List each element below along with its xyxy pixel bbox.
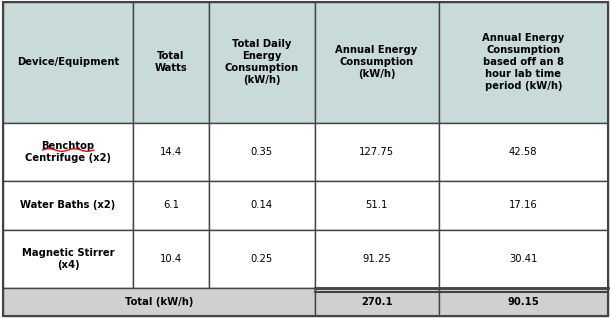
Bar bbox=[3, 123, 133, 181]
Text: Annual Energy
Consumption
(kW/h): Annual Energy Consumption (kW/h) bbox=[335, 45, 418, 79]
Text: 51.1: 51.1 bbox=[365, 200, 388, 211]
Text: Total (kW/h): Total (kW/h) bbox=[125, 297, 193, 307]
Text: 10.4: 10.4 bbox=[160, 254, 182, 264]
Text: Device/Equipment: Device/Equipment bbox=[17, 57, 119, 67]
Bar bbox=[3, 230, 133, 288]
Bar bbox=[209, 2, 315, 123]
Text: Total
Watts: Total Watts bbox=[155, 51, 188, 73]
Bar bbox=[209, 181, 315, 230]
Bar bbox=[315, 123, 439, 181]
Bar bbox=[133, 230, 209, 288]
Bar bbox=[209, 230, 315, 288]
Text: Annual Energy
Consumption
based off an 8
hour lab time
period (kW/h): Annual Energy Consumption based off an 8… bbox=[482, 33, 565, 91]
Text: 30.41: 30.41 bbox=[509, 254, 538, 264]
Text: Total Daily
Energy
Consumption
(kW/h): Total Daily Energy Consumption (kW/h) bbox=[225, 39, 299, 85]
Bar bbox=[439, 181, 608, 230]
Bar bbox=[209, 123, 315, 181]
Text: Magnetic Stirrer
(x4): Magnetic Stirrer (x4) bbox=[22, 248, 114, 270]
Bar bbox=[315, 2, 439, 123]
Text: 0.25: 0.25 bbox=[251, 254, 273, 264]
Bar bbox=[315, 288, 439, 316]
Bar bbox=[439, 2, 608, 123]
Bar bbox=[439, 123, 608, 181]
Text: 91.25: 91.25 bbox=[362, 254, 391, 264]
Text: Water Baths (x2): Water Baths (x2) bbox=[20, 200, 115, 211]
Text: Benchtop
Centrifuge (x2): Benchtop Centrifuge (x2) bbox=[25, 141, 111, 163]
Bar bbox=[133, 181, 209, 230]
Text: 0.14: 0.14 bbox=[251, 200, 273, 211]
Bar bbox=[133, 123, 209, 181]
Bar bbox=[3, 2, 133, 123]
Text: 17.16: 17.16 bbox=[509, 200, 538, 211]
Bar bbox=[315, 181, 439, 230]
Bar bbox=[133, 2, 209, 123]
Bar bbox=[3, 181, 133, 230]
Text: 6.1: 6.1 bbox=[163, 200, 179, 211]
Text: 42.58: 42.58 bbox=[509, 147, 538, 157]
Bar bbox=[439, 230, 608, 288]
Text: 0.35: 0.35 bbox=[251, 147, 273, 157]
Bar bbox=[439, 288, 608, 316]
Text: 127.75: 127.75 bbox=[359, 147, 394, 157]
Text: 270.1: 270.1 bbox=[360, 297, 392, 307]
Text: 90.15: 90.15 bbox=[507, 297, 539, 307]
Bar bbox=[315, 230, 439, 288]
Text: 14.4: 14.4 bbox=[160, 147, 182, 157]
Bar bbox=[3, 288, 315, 316]
